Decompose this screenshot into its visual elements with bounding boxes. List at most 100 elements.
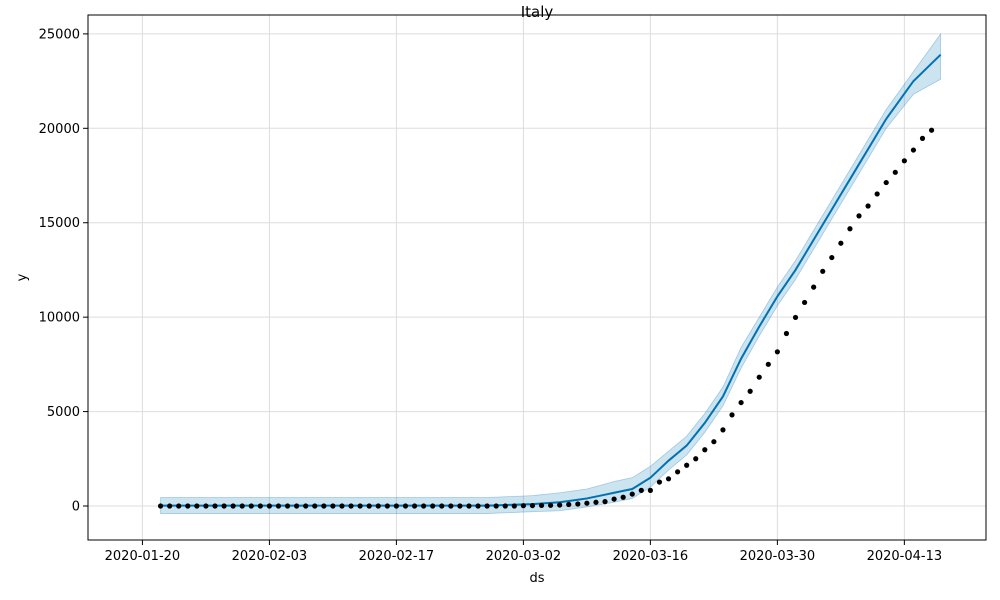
observed-point — [248, 503, 254, 509]
observed-point — [602, 499, 608, 505]
observed-point — [892, 169, 898, 175]
x-tick-label: 2020-04-13 — [867, 549, 943, 564]
observed-point — [611, 496, 617, 502]
observed-point — [820, 268, 826, 274]
observed-point — [919, 135, 926, 141]
observed-point — [856, 213, 862, 219]
observed-point — [430, 503, 436, 509]
observed-point — [874, 191, 880, 197]
observed-point — [629, 491, 635, 497]
observed-point — [466, 503, 472, 509]
observed-point — [167, 503, 173, 509]
observed-point — [475, 503, 481, 509]
observed-point — [693, 456, 699, 462]
chart-title: Italy — [521, 3, 554, 21]
observed-point — [357, 503, 363, 509]
observed-point — [393, 503, 400, 509]
y-tick-label: 0 — [72, 500, 80, 515]
plot-frame — [87, 14, 987, 541]
observed-point — [684, 462, 690, 468]
observed-point — [366, 503, 372, 509]
observed-point — [711, 439, 717, 445]
observed-point — [647, 487, 653, 493]
observed-point — [865, 203, 871, 209]
observed-point — [838, 240, 844, 246]
observed-point — [801, 299, 808, 306]
observed-point — [783, 330, 790, 337]
observed-point — [901, 158, 907, 164]
observed-point — [575, 501, 581, 507]
observed-point — [221, 503, 227, 509]
observed-point — [566, 501, 572, 508]
observed-point — [312, 503, 318, 509]
observed-point — [756, 374, 762, 380]
observed-point — [792, 314, 799, 321]
x-tick-label: 2020-03-16 — [613, 549, 689, 564]
observed-point — [665, 476, 672, 482]
forecast-line — [160, 53, 942, 507]
observed-point — [275, 503, 282, 509]
x-axis-label: ds — [529, 571, 544, 586]
observed-point — [230, 503, 236, 509]
observed-point — [765, 361, 771, 367]
grid-lines — [88, 15, 986, 540]
observed-point — [411, 503, 418, 509]
observed-point — [620, 494, 626, 500]
observed-point — [910, 147, 917, 153]
observed-point — [384, 503, 390, 509]
observed-point — [538, 502, 545, 509]
observed-point — [176, 503, 182, 509]
observed-point — [266, 503, 273, 509]
observed-point — [239, 503, 245, 509]
observed-point — [339, 503, 345, 509]
observed-point — [257, 503, 263, 509]
observed-point — [729, 412, 735, 418]
y-tick-label: 25000 — [39, 27, 80, 42]
observed-point — [738, 399, 744, 406]
y-axis-label: y — [15, 273, 30, 281]
observed-points — [157, 127, 935, 509]
observed-point — [194, 503, 200, 509]
observed-point — [402, 503, 409, 509]
observed-point — [847, 226, 853, 232]
observed-point — [720, 427, 726, 433]
observed-point — [457, 503, 463, 509]
observed-point — [303, 503, 309, 509]
observed-point — [157, 503, 164, 509]
observed-point — [493, 503, 499, 509]
observed-point — [185, 503, 191, 509]
observed-point — [212, 503, 218, 509]
x-axis: 2020-01-20 2020-02-03 2020-02-17 2020-03-02… — [105, 540, 943, 564]
observed-point — [375, 503, 381, 509]
y-tick-label: 20000 — [39, 122, 80, 137]
uncertainty-band — [160, 32, 942, 514]
observed-point — [774, 349, 780, 355]
y-tick-label: 10000 — [39, 311, 80, 326]
observed-point — [702, 447, 708, 453]
observed-point — [656, 479, 663, 485]
observed-point — [511, 503, 517, 509]
observed-point — [484, 503, 490, 509]
observed-point — [548, 502, 554, 508]
observed-point — [674, 469, 681, 475]
x-tick-label: 2020-03-30 — [740, 549, 816, 564]
observed-point — [557, 502, 563, 508]
observed-point — [294, 503, 300, 509]
observed-point — [330, 503, 336, 509]
observed-point — [584, 500, 590, 506]
x-tick-label: 2020-02-17 — [359, 549, 435, 564]
observed-point — [348, 503, 354, 509]
observed-point — [421, 503, 427, 509]
y-tick-label: 15000 — [39, 216, 80, 231]
observed-point — [203, 503, 209, 509]
observed-point — [829, 254, 835, 261]
observed-point — [448, 503, 454, 509]
y-tick-label: 5000 — [47, 405, 80, 420]
observed-point — [502, 503, 508, 509]
observed-point — [520, 503, 526, 509]
observed-point — [321, 503, 327, 509]
observed-point — [529, 502, 536, 509]
observed-point — [638, 487, 644, 493]
observed-point — [811, 284, 817, 290]
x-tick-label: 2020-03-02 — [486, 549, 562, 564]
